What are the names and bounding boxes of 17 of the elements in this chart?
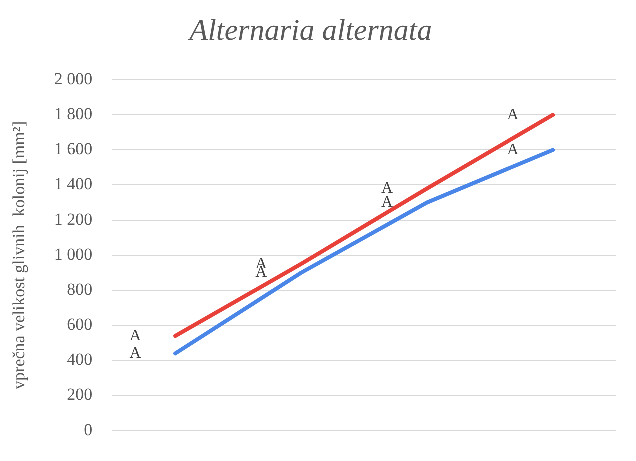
y-tick-label: 1 800 [54,104,93,124]
y-tick-label: 1 400 [54,174,93,194]
chart-title: Alternaria alternata [188,14,432,47]
y-tick-label: 400 [67,350,93,370]
y-tick-label: 800 [67,280,93,299]
y-tick-label: 0 [84,420,93,440]
annotation: A [130,344,142,362]
annotation: A [507,106,520,124]
y-tick-label: 200 [67,385,93,404]
y-tick-label: 1 000 [54,244,93,264]
y-tick-label: 600 [67,315,93,334]
annotation: A [507,141,520,158]
annotation: A [130,327,142,344]
y-axis-title: vprečna velikost glivnih kolonij [mm²] [10,121,29,390]
y-tick-label: 1 600 [54,140,93,159]
y-tick-label: 1 200 [54,210,93,229]
y-tick-label: 2 000 [54,69,93,88]
